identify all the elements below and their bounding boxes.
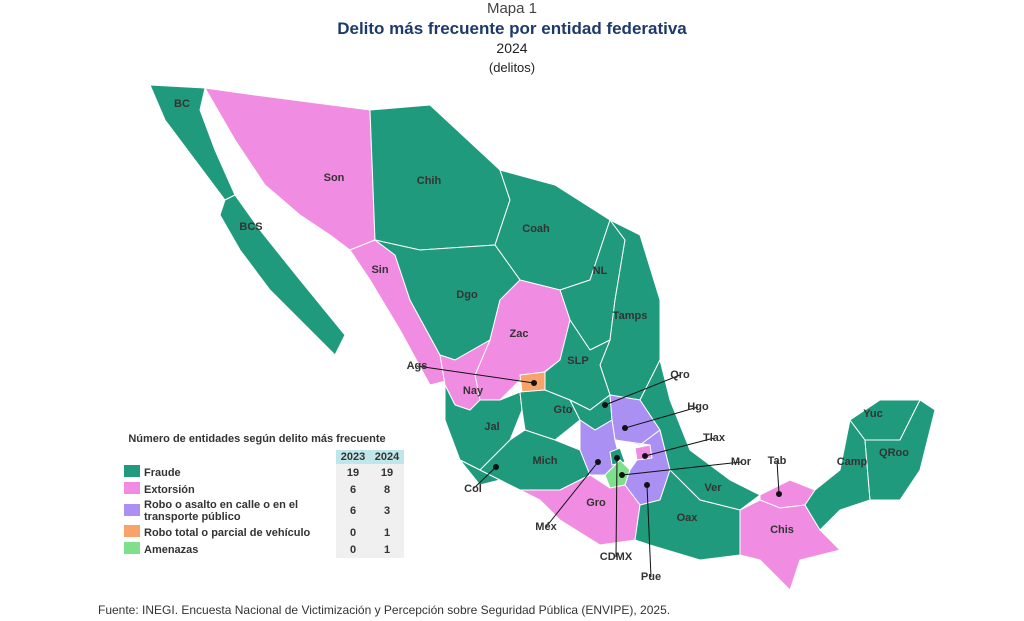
state-label: Dgo: [456, 289, 478, 301]
legend-label: Fraude: [144, 466, 181, 479]
unit: (delitos): [488, 60, 536, 75]
state-label: Ver: [704, 482, 722, 494]
state: [804, 418, 871, 531]
leader-dot: [531, 380, 537, 386]
state: [219, 194, 346, 356]
count-2024: 3: [370, 498, 404, 524]
state-label: Mor: [731, 456, 752, 468]
leader-line: [646, 484, 652, 578]
legend-row: Fraude 19 19: [122, 464, 404, 481]
leader-line: [621, 461, 742, 476]
state: [204, 87, 376, 251]
column-header: 2023: [336, 450, 370, 464]
leader-dot: [595, 459, 601, 465]
leader-dot: [642, 453, 648, 459]
legend-row: Amenazas 0 1: [122, 541, 404, 558]
count-2024: 8: [370, 481, 404, 498]
leader-dot: [602, 402, 608, 408]
map: BC BCS Son Chih Coah Sin Dgo NL Tamps Zac Nay Ags SL…: [149, 84, 936, 591]
state-label: Qro: [670, 369, 690, 381]
count-2023: 0: [336, 524, 370, 541]
leader-line: [604, 374, 681, 406]
year: 2024: [496, 40, 528, 56]
state-label: Ags: [407, 360, 428, 372]
leader-line: [472, 466, 497, 490]
state-label: Chih: [417, 175, 442, 187]
legend-row: Extorsión 6 8: [122, 481, 404, 498]
state-label: QRoo: [879, 447, 909, 459]
state-label: SLP: [567, 355, 588, 367]
state-label: Oax: [677, 512, 699, 524]
state-label: Jal: [484, 421, 499, 433]
leader-line: [416, 365, 535, 384]
swatch: [124, 542, 140, 554]
state-label: Tab: [768, 455, 787, 467]
state-label: Gro: [586, 497, 606, 509]
count-2024: 1: [370, 524, 404, 541]
leader-line: [644, 437, 715, 457]
legend-table: 2023 2024 Fraude 19 19 Extorsión 6 8 Rob…: [122, 450, 404, 558]
leader-line: [776, 460, 780, 495]
state-label: Nay: [463, 385, 484, 397]
swatch: [124, 482, 140, 494]
swatch: [124, 465, 140, 477]
leader-line: [624, 406, 699, 429]
state-label: NL: [593, 265, 608, 277]
leader-line: [545, 461, 599, 528]
legend-label: Amenazas: [144, 543, 199, 556]
leader-line: [615, 457, 618, 558]
leader-dot: [493, 464, 499, 470]
state: [864, 399, 936, 501]
count-2023: 6: [336, 498, 370, 524]
count-2024: 19: [370, 464, 404, 481]
swatch: [124, 525, 140, 537]
leader-dot: [644, 482, 650, 488]
state-label: Chis: [770, 524, 794, 536]
legend-label: Robo total o parcial de vehículo: [144, 526, 311, 539]
state-label: BCS: [239, 221, 262, 233]
count-2023: 0: [336, 541, 370, 558]
leader-dot: [622, 425, 628, 431]
state-label: Mich: [532, 455, 557, 467]
legend-title: Número de entidades según delito más fre…: [128, 433, 386, 445]
legend-label: Extorsión: [144, 483, 195, 496]
state-label: Sin: [371, 264, 388, 276]
state-label: Tamps: [613, 310, 648, 322]
column-header: 2024: [370, 450, 404, 464]
count-2023: 19: [336, 464, 370, 481]
leader-dot: [776, 491, 782, 497]
state-label: Camp: [837, 456, 868, 468]
leader-dot: [614, 455, 620, 461]
state-label: Méx: [535, 521, 557, 533]
state-label: BC: [174, 98, 190, 110]
legend-label: Robo o asalto en calle o en el transport…: [144, 499, 299, 523]
state-label: Zac: [510, 328, 529, 340]
state-label: Col: [464, 483, 482, 495]
legend-row: Robo o asalto en calle o en el transport…: [122, 498, 404, 524]
state: [519, 389, 581, 441]
legend-row: Robo total o parcial de vehículo 0 1: [122, 524, 404, 541]
title: Delito más frecuente por entidad federat…: [337, 19, 687, 38]
state-label: Tlax: [703, 432, 726, 444]
source: Fuente: INEGI. Encuesta Nacional de Vict…: [98, 603, 671, 617]
count-2023: 6: [336, 481, 370, 498]
count-2024: 1: [370, 541, 404, 558]
state-label: CDMX: [600, 551, 633, 563]
state-label: Pue: [641, 571, 661, 583]
legend: Número de entidades según delito más fre…: [122, 432, 412, 558]
kicker: Mapa 1: [486, 0, 538, 17]
leader-dot: [619, 472, 625, 478]
state-label: Coah: [522, 223, 550, 235]
state-label: Yuc: [863, 408, 883, 420]
swatch: [124, 503, 140, 516]
state-label: Gto: [554, 404, 573, 416]
state-label: Son: [324, 172, 345, 184]
state-label: Hgo: [687, 401, 709, 413]
